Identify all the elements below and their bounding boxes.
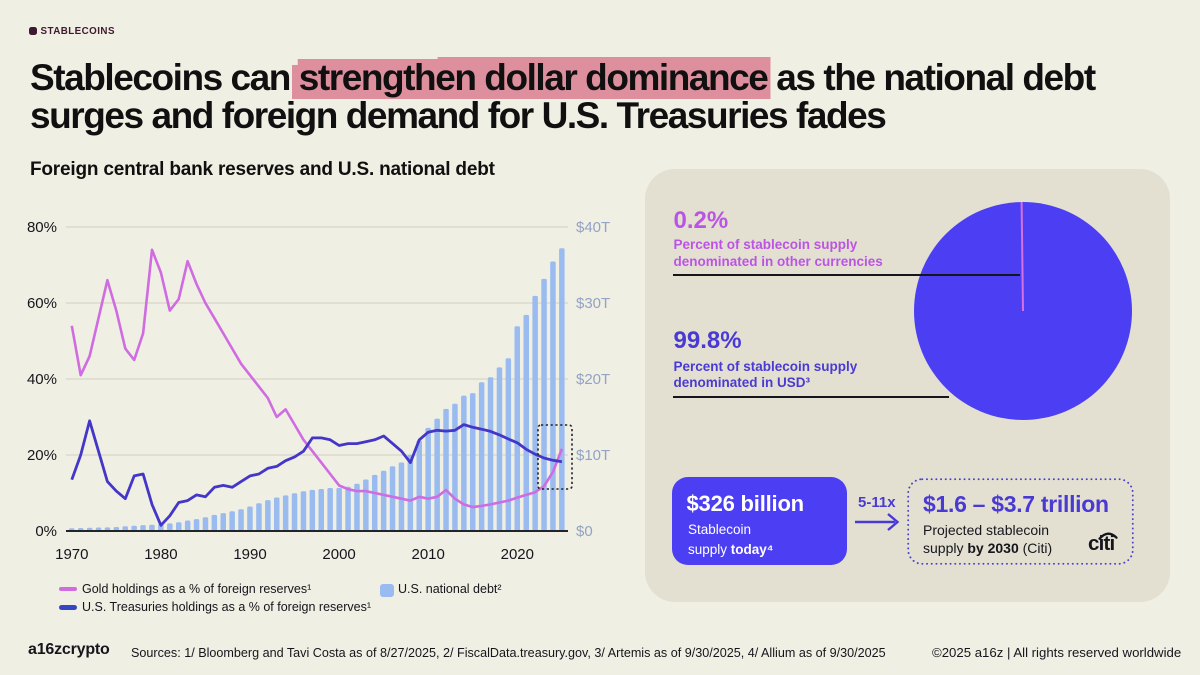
svg-text:$0: $0: [576, 523, 593, 540]
svg-text:20%: 20%: [27, 447, 57, 464]
svg-text:$10T: $10T: [576, 447, 610, 464]
svg-text:$40T: $40T: [576, 219, 610, 236]
svg-text:$20T: $20T: [576, 371, 610, 388]
svg-text:2010: 2010: [412, 546, 445, 563]
svg-text:0%: 0%: [35, 523, 57, 540]
svg-text:2000: 2000: [322, 546, 355, 563]
svg-text:1970: 1970: [55, 546, 88, 563]
svg-text:$30T: $30T: [576, 295, 610, 312]
svg-text:40%: 40%: [27, 371, 57, 388]
svg-text:80%: 80%: [27, 219, 57, 236]
svg-text:60%: 60%: [27, 295, 57, 312]
svg-text:1980: 1980: [144, 546, 177, 563]
svg-text:2020: 2020: [501, 546, 534, 563]
svg-text:citi: citi: [1088, 532, 1115, 555]
svg-text:1990: 1990: [233, 546, 266, 563]
